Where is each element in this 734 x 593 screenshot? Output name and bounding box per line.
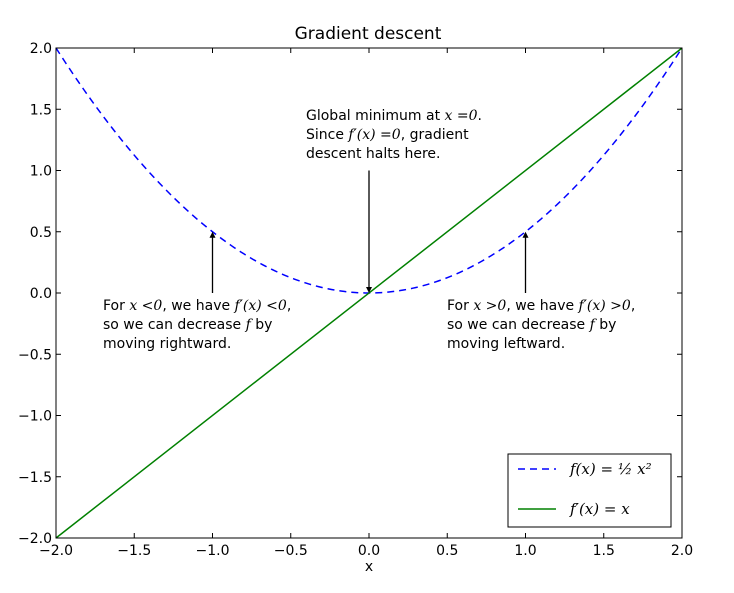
y-tick-label: 0.5 xyxy=(30,225,52,241)
x-tick-label: −1.0 xyxy=(196,543,230,559)
x-tick-label: 1.5 xyxy=(593,543,615,559)
y-tick-label: −2.0 xyxy=(18,531,52,547)
x-tick-label: −0.5 xyxy=(274,543,308,559)
annotation-left-line: moving rightward. xyxy=(103,336,231,352)
y-tick-label: 1.0 xyxy=(30,164,52,180)
legend-box xyxy=(507,453,672,528)
annotation-center-line: descent halts here. xyxy=(306,146,441,162)
y-tick-label: 2.0 xyxy=(30,41,52,57)
legend: f(x) = ½ x² f′(x) = x xyxy=(507,453,672,528)
x-tick-label: 0.0 xyxy=(358,543,380,559)
y-tick-label: −1.0 xyxy=(18,409,52,425)
annotation-left-line: For x <0, we have f′(x) <0, xyxy=(103,298,291,314)
legend-label-f: f(x) = ½ x² xyxy=(569,460,652,478)
annotation-right-line: moving leftward. xyxy=(447,336,565,352)
annotation-left-arrowhead xyxy=(209,231,216,238)
x-tick-label: 2.0 xyxy=(671,543,693,559)
y-tick-label: −0.5 xyxy=(18,347,52,363)
y-tick-label: −1.5 xyxy=(18,470,52,486)
annotation-center-line: Global minimum at x =0. xyxy=(306,108,482,124)
x-tick-label: 1.0 xyxy=(514,543,536,559)
y-tick-label: 1.5 xyxy=(30,102,52,118)
x-tick-label: −2.0 xyxy=(39,543,73,559)
annotation-layer: For x <0, we have f′(x) <0, so we can dec… xyxy=(103,108,635,352)
x-axis-label: x xyxy=(365,559,373,575)
annotation-right-line: so we can decrease f by xyxy=(447,317,616,333)
annotation-left-line: so we can decrease f by xyxy=(103,317,272,333)
annotation-right-arrowhead xyxy=(522,231,529,238)
annotation-right-line: For x >0, we have f′(x) >0, xyxy=(447,298,635,314)
x-tick-label: 0.5 xyxy=(436,543,458,559)
legend-label-fprime: f′(x) = x xyxy=(569,500,630,518)
annotation-center-line: Since f′(x) =0, gradient xyxy=(306,127,469,143)
x-tick-label: −1.5 xyxy=(117,543,151,559)
annotation-center-arrowhead xyxy=(366,287,372,293)
tick-layer: −2.0 −1.5 −1.0 −0.5 0.0 0.5 1.0 1.5 2.0 −2.0 −1.5 −… xyxy=(18,41,693,559)
y-tick-label: 0.0 xyxy=(30,286,52,302)
chart-title: Gradient descent xyxy=(295,24,442,44)
